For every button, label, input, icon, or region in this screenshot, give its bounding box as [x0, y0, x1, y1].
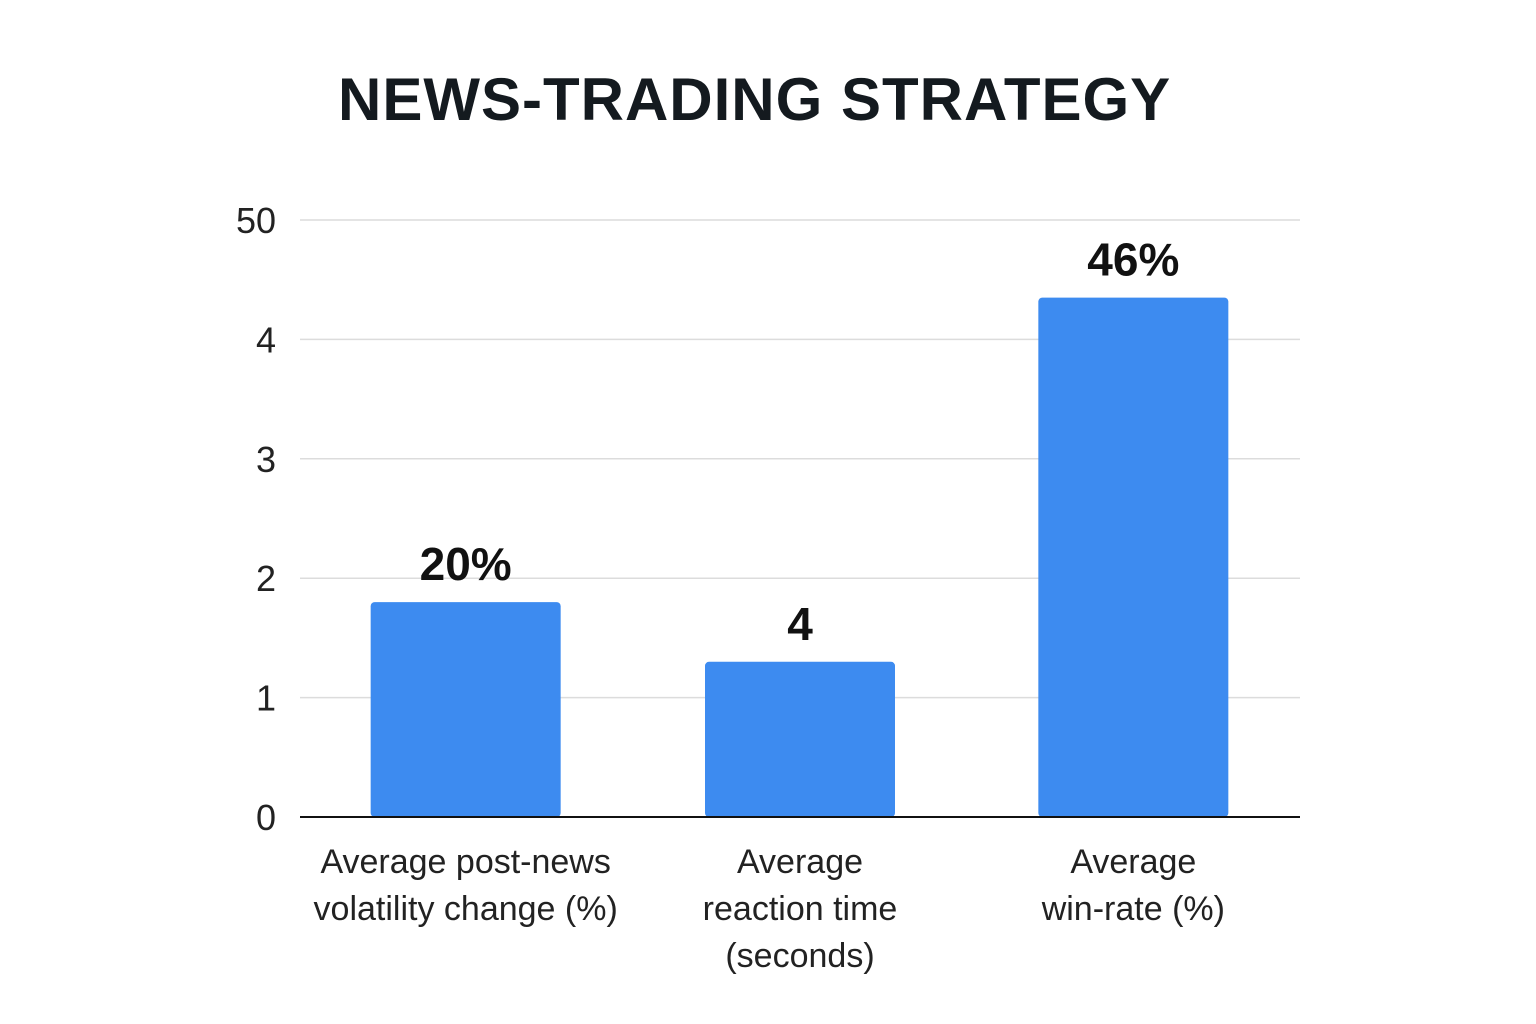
x-axis-category-labels: Average post-news volatility change (%)Av…	[314, 843, 1225, 975]
y-tick-label: 50	[236, 200, 276, 241]
category-label-line: volatility change (%)	[314, 890, 618, 928]
data-label: 4	[787, 598, 813, 650]
category-label: Average win-rate (%)	[1041, 843, 1225, 928]
y-tick-label: 0	[256, 797, 276, 838]
category-label-line: Average	[737, 843, 863, 881]
data-labels: 20% 4 46%	[420, 234, 1180, 650]
y-tick-label: 3	[256, 439, 276, 480]
bar-1	[370, 602, 561, 817]
y-tick-label: 4	[256, 319, 276, 360]
bars	[370, 297, 1229, 817]
category-label-line: win-rate (%)	[1041, 890, 1225, 928]
category-label-line: (seconds)	[725, 937, 874, 975]
y-tick-label: 2	[256, 558, 276, 599]
bar-3	[1038, 297, 1229, 817]
chart-title: NEWS-TRADING STRATEGY	[338, 66, 1172, 133]
y-tick-label: 1	[256, 678, 276, 719]
bar-2	[705, 661, 895, 817]
data-label: 20%	[420, 538, 512, 590]
category-label-line: Average post-news	[320, 843, 610, 881]
category-label: Average reaction time (seconds)	[703, 843, 898, 975]
y-axis-tick-labels: 0 1 2 3 4 50	[236, 200, 276, 838]
category-label-line: reaction time	[703, 890, 898, 928]
category-label-line: Average	[1070, 843, 1196, 881]
category-label: Average post-news volatility change (%)	[314, 843, 618, 928]
data-label: 46%	[1087, 234, 1179, 286]
